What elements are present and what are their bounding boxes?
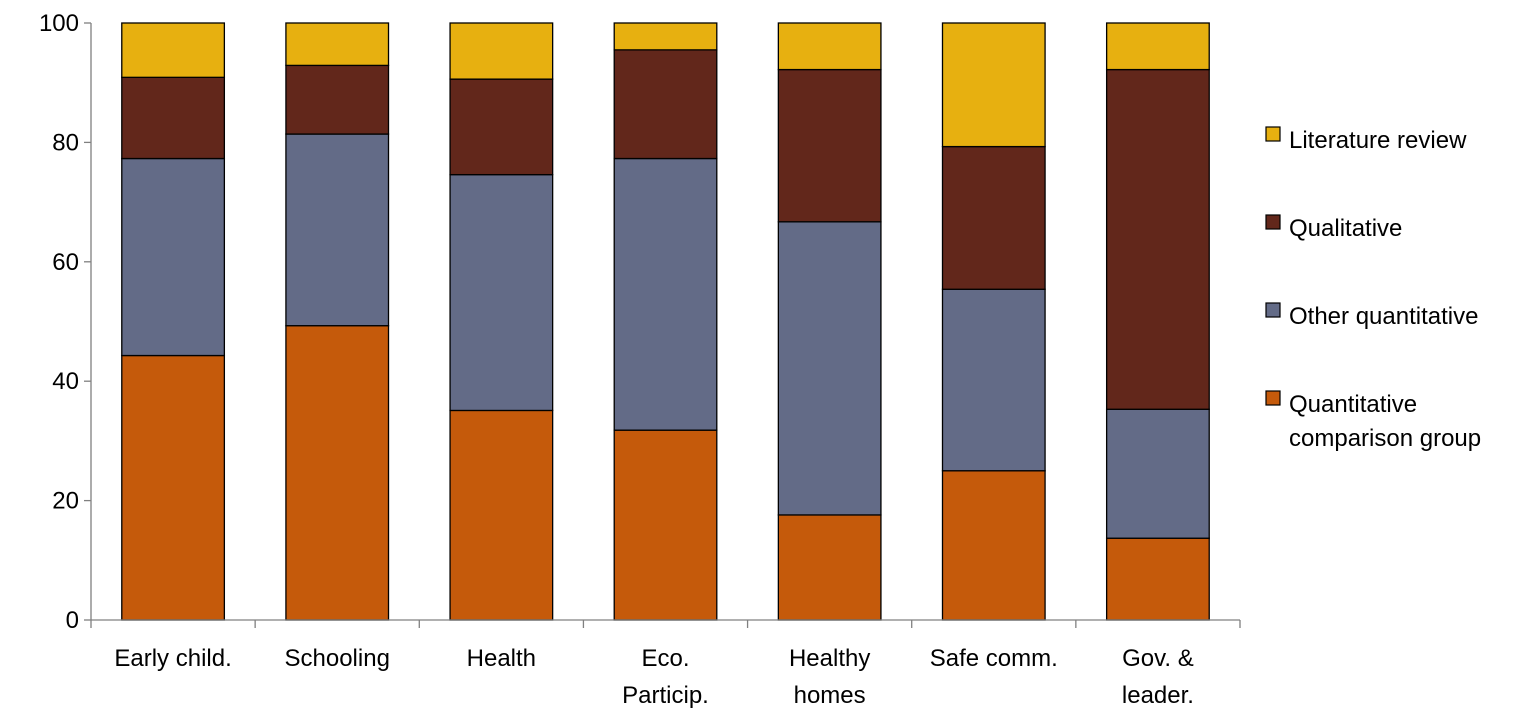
bar-segment-3-2 [449, 22, 554, 80]
y-tick-label: 0 [66, 607, 79, 634]
bar-segment-2-2 [449, 78, 554, 176]
bar-segment-3-6 [1105, 22, 1210, 71]
bar-segment-0-5 [941, 470, 1046, 621]
x-category-label: Eco. [641, 645, 689, 672]
legend-label: comparison group [1289, 425, 1481, 452]
bar-segment-3-1 [285, 22, 390, 67]
bar-segment-3-5 [941, 22, 1046, 148]
y-tick-label: 100 [39, 10, 79, 37]
bar-segment-1-3 [613, 157, 718, 431]
bar-segment-0-1 [285, 325, 390, 621]
bar-segment-2-0 [121, 76, 226, 160]
bar-segment-1-5 [941, 288, 1046, 472]
bar-segment-1-1 [285, 133, 390, 327]
bar-segment-1-2 [449, 173, 554, 412]
y-tick-label: 40 [52, 368, 79, 395]
bar-segment-1-4 [777, 221, 882, 516]
x-category-label: Particip. [622, 682, 709, 709]
bar-segment-0-6 [1105, 537, 1210, 621]
y-tick-label: 60 [52, 249, 79, 276]
legend-label: Literature review [1289, 127, 1467, 154]
bar-segment-3-4 [777, 22, 882, 71]
bar-segment-2-6 [1105, 68, 1210, 410]
x-category-label: Health [467, 645, 536, 672]
x-category-label: homes [794, 682, 866, 709]
x-category-label: Safe comm. [930, 645, 1058, 672]
bar-segment-3-0 [121, 22, 226, 78]
bar-segment-0-4 [777, 514, 882, 621]
bar-segment-0-3 [613, 429, 718, 621]
legend-swatch [1265, 302, 1281, 318]
x-category-label: Gov. & [1122, 645, 1194, 672]
bar-segment-0-2 [449, 409, 554, 621]
bar-segment-2-5 [941, 145, 1046, 290]
legend-label: Quantitative [1289, 391, 1417, 418]
legend-label: Other quantitative [1289, 303, 1478, 330]
legend: Literature review Qualitative Other quanti… [1265, 126, 1481, 452]
bar-segment-0-0 [121, 354, 226, 621]
bar-segment-2-4 [777, 68, 882, 223]
legend-label: Qualitative [1289, 215, 1402, 242]
bar-segment-1-6 [1105, 408, 1210, 539]
bar-segment-3-3 [613, 22, 718, 51]
legend-swatch [1265, 390, 1281, 406]
y-tick-label: 80 [52, 129, 79, 156]
legend-swatch [1265, 214, 1281, 230]
bars-group [121, 22, 1210, 621]
x-category-label: Healthy [789, 645, 870, 672]
axes-group: 0 20 40 60 80 100 Early child. Schooling Health E… [39, 10, 1241, 709]
x-category-label: Schooling [285, 645, 390, 672]
legend-swatch [1265, 126, 1281, 142]
x-category-label: Early child. [114, 645, 231, 672]
bar-segment-1-0 [121, 157, 226, 357]
y-tick-label: 20 [52, 488, 79, 515]
bar-segment-2-3 [613, 49, 718, 160]
bar-segment-2-1 [285, 64, 390, 135]
x-category-label: leader. [1122, 682, 1194, 709]
